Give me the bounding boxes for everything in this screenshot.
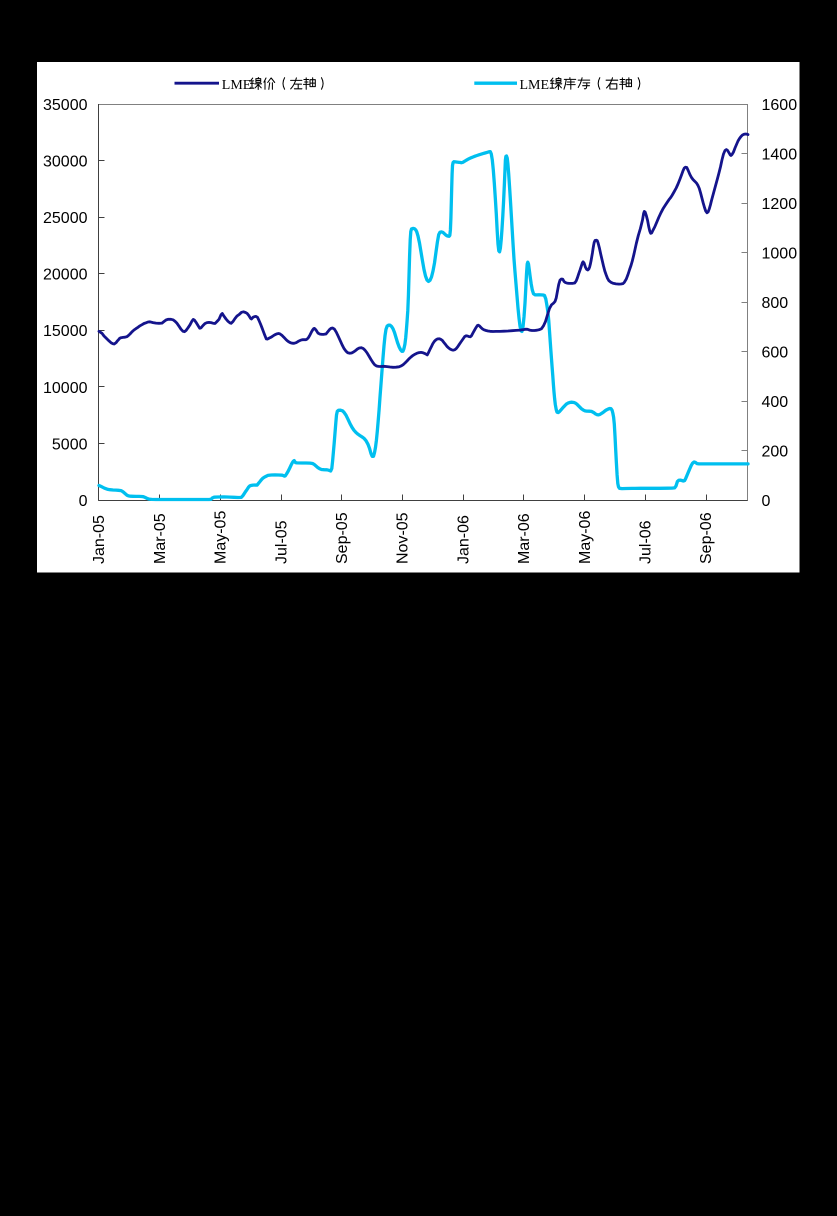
svg-text:Jan-05: Jan-05 xyxy=(91,515,108,564)
svg-text:May-05: May-05 xyxy=(213,511,230,564)
svg-text:Jan-06: Jan-06 xyxy=(455,515,472,564)
svg-text:1200: 1200 xyxy=(762,196,798,213)
svg-text:1600: 1600 xyxy=(762,97,798,114)
svg-text:Jul-06: Jul-06 xyxy=(638,520,655,564)
svg-text:0: 0 xyxy=(762,493,771,510)
svg-text:10000: 10000 xyxy=(43,380,88,397)
svg-text:0: 0 xyxy=(79,493,88,510)
svg-text:Sep-05: Sep-05 xyxy=(334,512,351,564)
svg-text:5000: 5000 xyxy=(52,436,88,453)
svg-text:800: 800 xyxy=(762,295,789,312)
svg-text:LME: LME xyxy=(520,78,550,93)
svg-text:20000: 20000 xyxy=(43,267,88,284)
svg-text:Nov-05: Nov-05 xyxy=(395,512,412,564)
svg-text:30000: 30000 xyxy=(43,154,88,171)
svg-text:Sep-06: Sep-06 xyxy=(698,512,715,564)
svg-text:Mar-06: Mar-06 xyxy=(516,513,533,564)
svg-text:May-06: May-06 xyxy=(577,511,594,564)
svg-text:15000: 15000 xyxy=(43,323,88,340)
svg-text:Jul-05: Jul-05 xyxy=(273,520,290,564)
svg-text:400: 400 xyxy=(762,394,789,411)
svg-text:200: 200 xyxy=(762,443,789,460)
svg-text:Mar-05: Mar-05 xyxy=(152,513,169,564)
svg-text:1000: 1000 xyxy=(762,245,798,262)
svg-text:LME: LME xyxy=(222,78,252,93)
svg-text:25000: 25000 xyxy=(43,210,88,227)
svg-text:600: 600 xyxy=(762,344,789,361)
svg-text:1400: 1400 xyxy=(762,146,798,163)
svg-text:35000: 35000 xyxy=(43,97,88,114)
